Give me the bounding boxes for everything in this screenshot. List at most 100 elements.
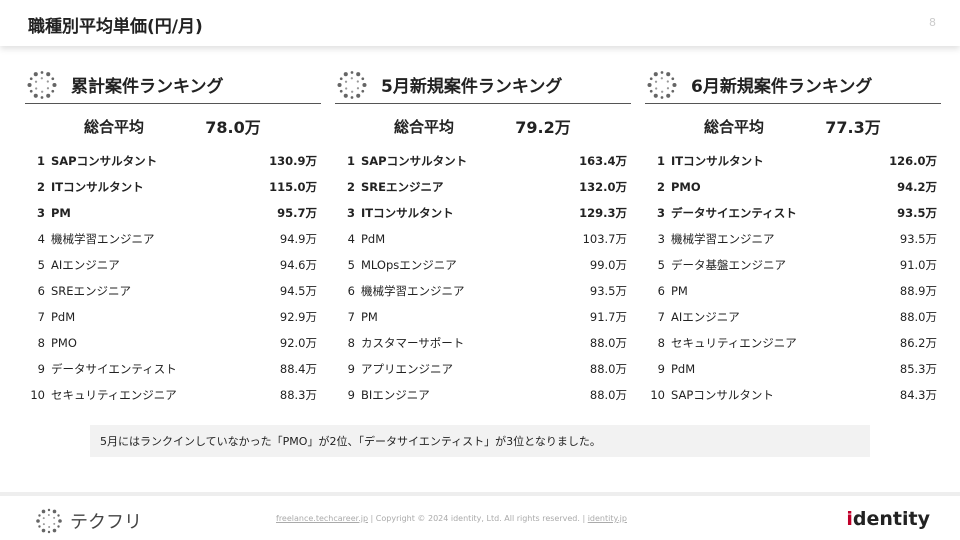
rank: 7 <box>657 310 665 324</box>
rank: 6 <box>347 284 355 298</box>
job-title: MLOpsエンジニア <box>361 258 457 272</box>
job-title: セキュリティエンジニア <box>671 336 797 350</box>
rank: 3 <box>656 206 665 220</box>
rank: 8 <box>347 336 355 350</box>
rank: 7 <box>37 310 45 324</box>
ranking-row: 9 BIエンジニア 88.0万 <box>335 382 631 408</box>
rank: 8 <box>657 336 665 350</box>
overall-average: 総合平均 79.2万 <box>335 104 631 148</box>
ranking-column: 6月新規案件ランキング 総合平均 77.3万 1 ITコンサルタント 126.0万 2 PM… <box>645 66 941 408</box>
ranking-row: 8 セキュリティエンジニア 86.2万 <box>645 330 941 356</box>
ranking-row: 6 SREエンジニア 94.5万 <box>25 278 321 304</box>
copyright-text: Copyright © 2024 identity, Ltd. All righ… <box>375 514 580 523</box>
rank: 1 <box>36 154 45 168</box>
ranking-row: 5 MLOpsエンジニア 99.0万 <box>335 252 631 278</box>
average-price: 115.0万 <box>269 180 317 194</box>
job-title: データサイエンティスト <box>51 362 177 376</box>
average-price: 91.7万 <box>589 310 627 324</box>
rank: 3 <box>657 232 665 246</box>
ranking-row: 10 SAPコンサルタント 84.3万 <box>645 382 941 408</box>
ranking-row: 1 ITコンサルタント 126.0万 <box>645 148 941 174</box>
average-price: 94.5万 <box>279 284 317 298</box>
rank: 5 <box>37 258 45 272</box>
rank: 1 <box>656 154 665 168</box>
job-title: ITコンサルタント <box>51 180 144 194</box>
job-title: PM <box>51 206 71 220</box>
dots-logo-icon <box>647 70 677 99</box>
job-title: データ基盤エンジニア <box>671 258 786 272</box>
column-header: 6月新規案件ランキング <box>645 66 941 104</box>
rank: 2 <box>36 180 45 194</box>
rank: 9 <box>657 362 665 376</box>
job-title: PM <box>671 284 688 298</box>
average-price: 132.0万 <box>579 180 627 194</box>
ranking-row: 5 データ基盤エンジニア 91.0万 <box>645 252 941 278</box>
average-label: 総合平均 <box>393 117 454 136</box>
average-price: 84.3万 <box>899 388 937 402</box>
average-price: 94.6万 <box>279 258 317 272</box>
job-title: PMO <box>671 180 701 194</box>
job-title: PMO <box>51 336 77 350</box>
average-price: 99.0万 <box>589 258 627 272</box>
ranking-row: 9 PdM 85.3万 <box>645 356 941 382</box>
ranking-row: 2 ITコンサルタント 115.0万 <box>25 174 321 200</box>
average-price: 93.5万 <box>589 284 627 298</box>
job-title: 機械学習エンジニア <box>361 284 465 298</box>
job-title: 機械学習エンジニア <box>51 232 155 246</box>
rank: 9 <box>347 362 355 376</box>
job-title: PdM <box>671 362 696 376</box>
job-title: SREエンジニア <box>51 284 132 298</box>
average-value: 78.0万 <box>205 118 261 137</box>
average-label: 総合平均 <box>83 117 144 136</box>
job-title: カスタマーサポート <box>361 336 465 350</box>
ranking-row: 3 ITコンサルタント 129.3万 <box>335 200 631 226</box>
page-number: 8 <box>929 16 936 29</box>
job-title: BIエンジニア <box>361 388 430 402</box>
rank: 10 <box>30 388 45 402</box>
overall-average: 総合平均 78.0万 <box>25 104 321 148</box>
average-price: 126.0万 <box>889 154 937 168</box>
rank: 3 <box>36 206 45 220</box>
rank: 6 <box>37 284 45 298</box>
ranking-row: 6 機械学習エンジニア 93.5万 <box>335 278 631 304</box>
ranking-row: 8 カスタマーサポート 88.0万 <box>335 330 631 356</box>
ranking-row: 2 SREエンジニア 132.0万 <box>335 174 631 200</box>
identity-link[interactable]: identity.jp <box>587 514 627 523</box>
rank: 1 <box>346 154 355 168</box>
ranking-row: 9 アプリエンジニア 88.0万 <box>335 356 631 382</box>
job-title: SREエンジニア <box>361 180 444 194</box>
job-title: ITコンサルタント <box>671 154 764 168</box>
techcareer-link[interactable]: freelance.techcareer.jp <box>276 514 369 523</box>
rank: 5 <box>657 258 665 272</box>
column-title: 6月新規案件ランキング <box>691 77 873 97</box>
rank: 6 <box>657 284 665 298</box>
ranking-row: 4 PdM 103.7万 <box>335 226 631 252</box>
ranking-row: 6 PM 88.9万 <box>645 278 941 304</box>
ranking-row: 10 セキュリティエンジニア 88.3万 <box>25 382 321 408</box>
job-title: セキュリティエンジニア <box>51 388 177 402</box>
average-price: 92.9万 <box>279 310 317 324</box>
job-title: 機械学習エンジニア <box>671 232 775 246</box>
job-title: データサイエンティスト <box>671 206 797 220</box>
logo-text: テクフリ <box>70 512 142 533</box>
overall-average: 総合平均 77.3万 <box>645 104 941 148</box>
rank: 7 <box>347 310 355 324</box>
techfuri-logo: テクフリ <box>34 506 142 536</box>
ranking-row: 1 SAPコンサルタント 130.9万 <box>25 148 321 174</box>
average-label: 総合平均 <box>703 117 764 136</box>
ranking-row: 8 PMO 92.0万 <box>25 330 321 356</box>
dots-logo-icon <box>36 508 62 534</box>
average-price: 93.5万 <box>897 206 937 220</box>
average-price: 92.0万 <box>279 336 317 350</box>
rank: 2 <box>346 180 355 194</box>
rank: 4 <box>347 232 355 246</box>
average-value: 77.3万 <box>825 118 881 137</box>
ranking-row: 7 AIエンジニア 88.0万 <box>645 304 941 330</box>
average-price: 94.9万 <box>279 232 317 246</box>
note: 5月にはランクインしていなかった「PMO」が2位、「データサイエンティスト」が3… <box>90 425 870 457</box>
average-price: 86.2万 <box>899 336 937 350</box>
job-title: SAPコンサルタント <box>671 388 774 402</box>
average-price: 88.4万 <box>279 362 317 376</box>
average-price: 129.3万 <box>579 206 627 220</box>
ranking-row: 2 PMO 94.2万 <box>645 174 941 200</box>
